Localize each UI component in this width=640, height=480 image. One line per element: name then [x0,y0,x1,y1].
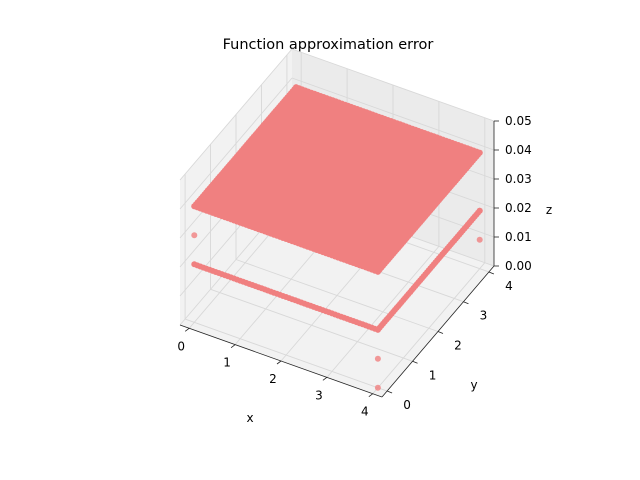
z-axis-label: z [546,203,552,217]
tick-labels: 0 1 2 3 4 0 1 2 3 4 0.00 0.01 0.02 0.03 0.04 0.05 [177,114,531,419]
z-tick-label: 0.04 [505,143,532,157]
x-tick-label: 4 [361,405,369,419]
grid-line [210,288,413,362]
data-point [476,149,483,156]
grid-line [291,77,495,151]
y-axis-label: y [470,378,477,392]
data-points [191,84,483,391]
z-tick-label: 0.03 [505,172,532,186]
x-tick-mark [184,327,190,332]
z-tick-label: 0.01 [505,230,532,244]
x-axis-label: x [246,411,253,425]
z-tick-label: 0.02 [505,201,532,215]
y-tick-label: 0 [403,398,411,412]
z-tick-label: 0.00 [505,259,532,273]
x-tick-mark [276,360,282,365]
x-tick-label: 1 [223,356,231,370]
y-tick-label: 4 [505,279,513,293]
data-point [374,384,381,391]
data-point [425,180,432,187]
grid-line [179,77,293,210]
y-tick-label: 2 [454,339,462,353]
data-point [191,232,198,239]
x-tick-label: 3 [315,388,323,402]
y-tick-label: 1 [429,368,437,382]
y-tick-mark [437,331,444,334]
chart-title: Function approximation error [223,37,434,53]
x-tick-mark [230,344,236,348]
grid-line [184,318,388,392]
y-tick-mark [412,360,418,364]
x-tick-mark [368,393,374,398]
y-tick-label: 3 [480,309,488,323]
y-tick-mark [488,271,495,275]
x-tick-mark [322,377,328,381]
grid-line [179,48,293,181]
x-tick-label: 2 [269,372,277,386]
grid-line [291,48,495,122]
y-tick-mark [386,390,393,394]
x-tick-label: 0 [177,339,185,353]
grid-line [235,259,439,332]
data-point [374,355,381,362]
z-tick-label: 0.05 [505,114,532,128]
data-point [476,207,483,214]
y-tick-mark [463,301,469,305]
data-point [476,236,483,243]
